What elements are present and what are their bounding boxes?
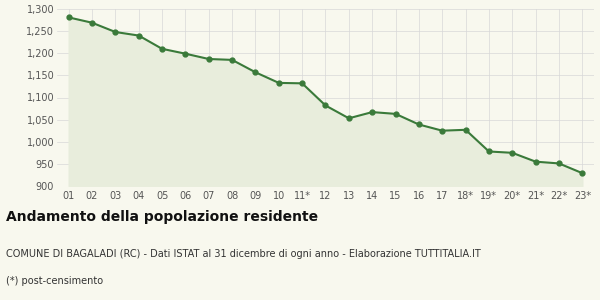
Text: (*) post-censimento: (*) post-censimento xyxy=(6,276,103,286)
Text: COMUNE DI BAGALADI (RC) - Dati ISTAT al 31 dicembre di ogni anno - Elaborazione : COMUNE DI BAGALADI (RC) - Dati ISTAT al … xyxy=(6,249,481,259)
Text: Andamento della popolazione residente: Andamento della popolazione residente xyxy=(6,210,318,224)
